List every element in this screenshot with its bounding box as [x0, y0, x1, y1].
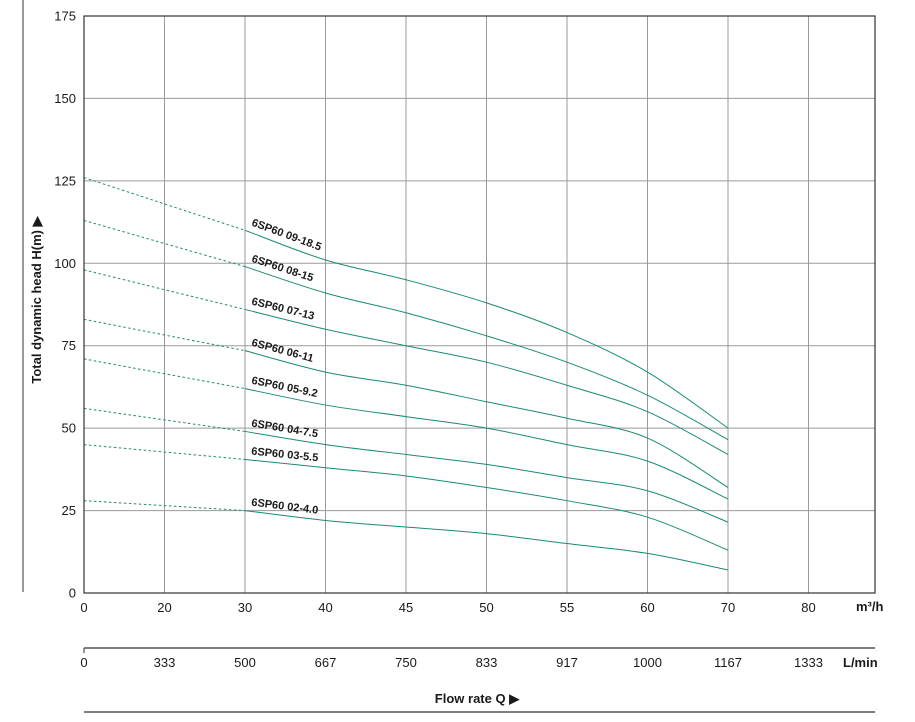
x-secondary-tick-label: 833 [476, 655, 498, 670]
y-tick-label: 100 [54, 256, 76, 271]
x-tick-label: 70 [721, 600, 735, 615]
axis-ticks: 0 20 30 40 45 50 55 60 70 80 0 25 50 75 100 125 150 175 0 3… [54, 9, 823, 671]
y-tick-label: 0 [69, 586, 76, 601]
y-axis-title: Total dynamic head H(m) ▶ [29, 215, 44, 383]
series-label-6sp60-02-4-0: 6SP60 02-4.0 [251, 497, 319, 517]
x-tick-label: 40 [318, 600, 332, 615]
x-secondary-tick-label: 1000 [633, 655, 662, 670]
x-tick-label: 30 [238, 600, 252, 615]
x-tick-label: 60 [640, 600, 654, 615]
x-secondary-tick-label: 1333 [794, 655, 823, 670]
x-tick-label: 20 [157, 600, 171, 615]
x-axis-secondary-unit: L/min [843, 655, 878, 670]
y-tick-label: 125 [54, 173, 76, 188]
series-label-6sp60-09-18-5: 6SP60 09-18.5 [250, 217, 323, 254]
x-secondary-tick-label: 917 [556, 655, 578, 670]
x-tick-label: 0 [80, 600, 87, 615]
series-label-6sp60-05-9-2: 6SP60 05-9.2 [250, 375, 318, 400]
x-secondary-tick-label: 500 [234, 655, 256, 670]
plot-frame [84, 16, 875, 593]
x-axis-unit: m³/h [856, 599, 884, 614]
x-secondary-tick-label: 333 [154, 655, 176, 670]
x-secondary-tick-label: 0 [80, 655, 87, 670]
series-label-6sp60-04-7-5: 6SP60 04-7.5 [251, 418, 319, 441]
y-tick-label: 50 [62, 421, 76, 436]
x-tick-label: 50 [479, 600, 493, 615]
x-secondary-tick-label: 667 [315, 655, 337, 670]
x-secondary-tick-label: 1167 [714, 655, 742, 670]
x-tick-label: 45 [399, 600, 413, 615]
y-tick-label: 25 [62, 503, 76, 518]
x-tick-label: 55 [560, 600, 574, 615]
x-tick-label: 80 [801, 600, 815, 615]
grid [84, 16, 875, 593]
x-axis-title: Flow rate Q ▶ [435, 691, 520, 706]
y-tick-label: 150 [54, 91, 76, 106]
y-tick-label: 175 [54, 9, 76, 24]
x-secondary-tick-label: 750 [395, 655, 417, 670]
y-tick-label: 75 [62, 338, 76, 353]
